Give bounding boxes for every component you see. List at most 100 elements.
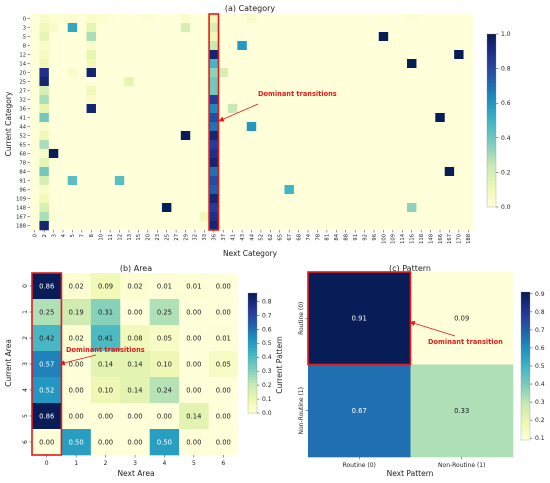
colorbar-segment xyxy=(248,349,257,352)
heatmap-cell xyxy=(218,176,229,186)
x-tick-label: 11 xyxy=(108,234,114,241)
heatmap-cell xyxy=(444,59,455,69)
heatmap-cell xyxy=(133,41,144,51)
heatmap-cell xyxy=(161,149,172,159)
heatmap-cell xyxy=(39,104,50,114)
x-tick-label: 167 xyxy=(447,234,453,244)
heatmap-cell xyxy=(416,41,427,51)
heatmap-cell xyxy=(67,176,78,186)
heatmap-cell xyxy=(312,86,323,96)
colorbar-segment xyxy=(487,192,496,196)
colorbar-segment xyxy=(521,395,530,399)
heatmap-cell xyxy=(265,212,276,222)
x-tick-label: 20 xyxy=(146,234,152,241)
colorbar-segment xyxy=(487,186,496,191)
colorbar-segment xyxy=(248,329,257,332)
heatmap-cell xyxy=(369,131,380,141)
heatmap-cell xyxy=(218,95,229,105)
heatmap-cell xyxy=(48,95,59,105)
heatmap-cell xyxy=(397,221,408,231)
heatmap-cell xyxy=(312,185,323,195)
heatmap-cell xyxy=(124,176,134,186)
heatmap-cell xyxy=(161,194,172,204)
cell-value-label: 0.10 xyxy=(98,386,113,394)
heatmap-cell xyxy=(124,86,134,96)
heatmap-cell xyxy=(180,176,191,186)
x-tick-label: 188 xyxy=(466,234,472,244)
heatmap-cell xyxy=(350,212,361,222)
heatmap-cell xyxy=(246,158,257,168)
heatmap-cell xyxy=(114,122,125,132)
heatmap-cell xyxy=(133,212,144,222)
colorbar-segment xyxy=(521,296,530,300)
x-tick-label: 166 xyxy=(438,234,444,244)
heatmap-cell xyxy=(227,59,238,69)
heatmap-cell xyxy=(120,429,151,456)
colorbar-segment xyxy=(248,313,257,316)
colorbar-tick-label: 0.4 xyxy=(535,381,545,388)
heatmap-cell xyxy=(133,149,144,159)
cell-value-label: 0.00 xyxy=(69,386,84,394)
heatmap-cell xyxy=(369,194,380,204)
heatmap-cell xyxy=(152,86,163,96)
heatmap-cell xyxy=(227,176,238,186)
heatmap-cell xyxy=(425,194,436,204)
heatmap-cell xyxy=(171,32,182,42)
x-tick-label: 3 xyxy=(51,234,57,237)
heatmap-cell xyxy=(32,377,62,404)
heatmap-cell xyxy=(218,50,229,60)
heatmap-cell xyxy=(152,113,163,123)
cell-value-label: 0.00 xyxy=(216,438,231,446)
y-tick-label: 3 xyxy=(22,362,29,366)
heatmap-cell xyxy=(359,59,370,69)
heatmap-cell xyxy=(397,41,408,51)
heatmap-cell xyxy=(425,113,436,123)
heatmap-cell xyxy=(341,149,351,159)
cell-value-label: 0.14 xyxy=(127,360,142,368)
heatmap-cell xyxy=(331,86,342,96)
heatmap-cell xyxy=(39,14,50,24)
heatmap-cell xyxy=(199,68,210,78)
heatmap-cell xyxy=(378,185,389,195)
colorbar-segment xyxy=(487,160,496,165)
heatmap-cell xyxy=(180,50,191,60)
heatmap-cell xyxy=(86,59,97,69)
heatmap-cell xyxy=(209,131,219,141)
heatmap-cell xyxy=(209,140,219,150)
heatmap-cell xyxy=(86,113,97,123)
colorbar-segment xyxy=(487,106,496,110)
cell-value-label: 0.91 xyxy=(352,315,367,323)
colorbar-segment xyxy=(248,345,257,348)
y-tick-label: 44 xyxy=(19,125,26,131)
heatmap-cell xyxy=(209,14,219,24)
colorbar-segment xyxy=(248,379,257,382)
colorbar-tick-label: 0.8 xyxy=(501,66,511,73)
heatmap-cell xyxy=(256,77,266,87)
heatmap-cell xyxy=(322,140,332,150)
heatmap-cell xyxy=(407,86,417,96)
heatmap-cell xyxy=(435,86,446,96)
heatmap-cell xyxy=(407,113,417,123)
category-annotation: Dominant transitions xyxy=(218,90,337,122)
heatmap-cell xyxy=(77,41,87,51)
heatmap-cell xyxy=(179,429,209,456)
heatmap-cell xyxy=(331,113,342,123)
heatmap-cell xyxy=(48,221,59,231)
heatmap-cell xyxy=(444,32,455,42)
colorbar-segment xyxy=(521,388,530,392)
cell-value-label: 0.41 xyxy=(98,334,113,342)
heatmap-cell xyxy=(190,140,200,150)
heatmap-cell xyxy=(331,122,342,132)
heatmap-cell xyxy=(284,14,295,24)
heatmap-cell xyxy=(256,194,266,204)
heatmap-cell xyxy=(161,86,172,96)
heatmap-cell xyxy=(39,86,50,96)
heatmap-cell xyxy=(275,23,285,33)
colorbar-segment xyxy=(521,420,530,424)
heatmap-cell xyxy=(58,86,69,96)
heatmap-cell xyxy=(218,77,229,87)
heatmap-cell xyxy=(407,131,417,141)
heatmap-cell xyxy=(105,221,116,231)
heatmap-cell xyxy=(124,95,134,105)
